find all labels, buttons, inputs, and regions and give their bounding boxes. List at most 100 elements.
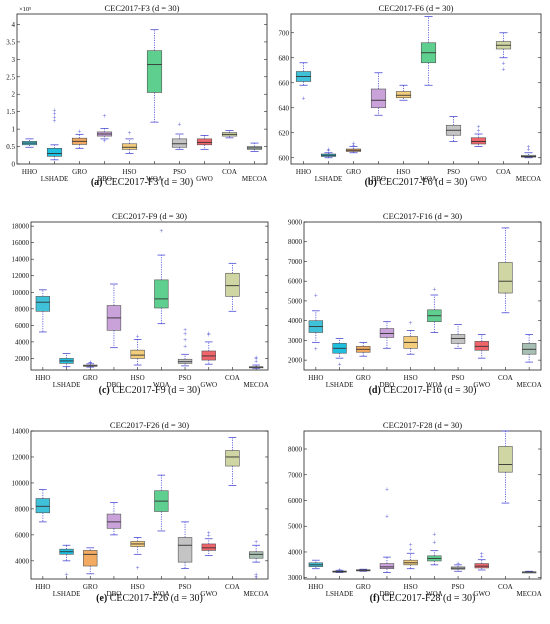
x-tick-label: DBO xyxy=(380,381,395,389)
box-WOA: ++ xyxy=(427,531,442,566)
outlier-marker: + xyxy=(527,146,531,154)
outlier-marker: + xyxy=(409,546,413,554)
box-COA xyxy=(225,437,240,486)
y-tick-label: 10000 xyxy=(12,479,30,487)
outlier-marker: + xyxy=(65,570,69,578)
box-HHO xyxy=(308,559,324,570)
outlier-marker: + xyxy=(480,550,484,558)
x-tick-label: LSHADE xyxy=(326,381,354,389)
outlier-marker: + xyxy=(302,94,306,102)
y-tick-label: 3.5 xyxy=(6,38,15,46)
caption-text: CEC2017-F3 (d = 30) xyxy=(103,177,194,188)
x-tick-label: COA xyxy=(498,374,513,382)
y-tick-label: 12000 xyxy=(12,453,30,461)
y-tick-label: 1.5 xyxy=(6,108,15,116)
y-tick-label: 3000 xyxy=(288,337,303,345)
caption-label: (a) xyxy=(91,177,103,188)
box-iqr xyxy=(498,262,513,294)
x-tick-label: GRO xyxy=(346,168,361,176)
outlier-marker: + xyxy=(502,66,506,74)
x-tick-label: GWO xyxy=(196,175,213,183)
outlier-marker: + xyxy=(178,120,182,128)
y-tick-label: 6000 xyxy=(15,322,30,330)
box-iqr xyxy=(83,550,98,567)
y-tick-label: 8000 xyxy=(288,446,303,454)
y-tick-label: 5000 xyxy=(288,523,303,531)
plot-frame xyxy=(303,430,542,580)
box-PSO: + xyxy=(171,120,188,150)
panel-1: CEC2017-F3 (d = 30) ×10⁵ 0 0.5 1 1.5 2 2.5 3 3.5 4… xyxy=(6,3,268,188)
y-tick-label: 10000 xyxy=(12,289,30,297)
x-tick-label: LSHADE xyxy=(53,590,81,598)
outlier-marker: + xyxy=(314,292,318,300)
box-HSO xyxy=(395,84,412,101)
y-tick-label: 660 xyxy=(279,79,290,87)
box-LSHADE: ++ xyxy=(320,146,337,159)
box-HHO: + xyxy=(295,62,312,102)
box-LSHADE: + xyxy=(332,338,347,369)
y-tick-label: 4000 xyxy=(15,338,30,346)
box-GWO: ++ xyxy=(470,123,487,147)
box-MECOA xyxy=(521,334,537,363)
box-GRO: ++ xyxy=(83,358,98,368)
caption-text: CEC2017-F9 (d = 30) xyxy=(110,385,201,396)
x-tick-label: DBO xyxy=(371,175,386,183)
box-MECOA: +++ xyxy=(248,353,264,369)
x-tick-label: HSO xyxy=(396,168,410,176)
y-tick-label: 8000 xyxy=(15,505,30,513)
x-tick-label: MECOA xyxy=(244,381,269,389)
outlier-marker: + xyxy=(53,114,57,122)
box-iqr xyxy=(379,328,395,338)
outlier-marker: + xyxy=(385,513,389,521)
box-HSO: + xyxy=(121,129,138,154)
y-tick-label: 3000 xyxy=(288,574,303,582)
x-tick-label: LSHADE xyxy=(53,381,81,389)
box-iqr xyxy=(106,513,122,529)
y-tick-label: 600 xyxy=(279,154,290,162)
box-PSO: + xyxy=(450,559,466,572)
x-tick-label: WOA xyxy=(420,175,437,183)
outlier-marker: + xyxy=(502,59,506,67)
outlier-marker: + xyxy=(136,333,140,341)
outlier-marker: + xyxy=(352,142,356,150)
box-LSHADE: ++++ xyxy=(46,107,63,161)
plot-frame xyxy=(290,13,542,165)
caption-label: (d) xyxy=(369,385,381,396)
outlier-marker: + xyxy=(480,552,484,560)
box-iqr xyxy=(395,91,412,99)
box-GRO xyxy=(356,341,371,357)
outlier-marker: + xyxy=(254,353,258,361)
box-GRO xyxy=(356,568,371,572)
box-iqr xyxy=(379,563,395,570)
box-HSO: ++ xyxy=(403,541,418,570)
outlier-marker: + xyxy=(314,345,318,353)
box-COA xyxy=(221,130,238,139)
outlier-marker: + xyxy=(103,137,107,145)
caption-text: CEC2017-F26 (d = 30) xyxy=(107,593,203,604)
plot-frame xyxy=(30,221,269,371)
box-COA xyxy=(225,262,240,312)
x-tick-label: HHO xyxy=(308,583,323,591)
x-tick-label: GRO xyxy=(356,374,371,382)
y-tick-label: 640 xyxy=(279,104,290,112)
x-tick-label: PSO xyxy=(452,374,465,382)
outlier-marker: + xyxy=(88,359,92,367)
box-PSO xyxy=(177,521,193,570)
x-tick-label: GRO xyxy=(72,168,87,176)
box-PSO: ++++ xyxy=(177,326,193,367)
box-iqr xyxy=(498,446,513,473)
outlier-marker: + xyxy=(159,227,163,235)
x-tick-label: HSO xyxy=(131,374,145,382)
x-tick-label: MECOA xyxy=(242,175,267,183)
x-tick-label: MECOA xyxy=(517,381,542,389)
box-iqr xyxy=(46,148,63,157)
outlier-marker: + xyxy=(327,147,331,155)
box-iqr xyxy=(35,296,51,312)
panel-caption: (c) CEC2017-F9 (d = 30) xyxy=(99,385,201,396)
box-iqr xyxy=(225,450,240,467)
x-tick-label: HSO xyxy=(131,583,145,591)
panel-2: CEC2017-F6 (d = 30) 600 620 640 660 680 700 HHO… xyxy=(279,3,542,188)
outlier-marker: + xyxy=(254,355,258,363)
panel-3: CEC2017-F9 (d = 30) 2000 4000 6000 8000 10000… xyxy=(12,211,269,396)
x-tick-label: HHO xyxy=(308,374,323,382)
